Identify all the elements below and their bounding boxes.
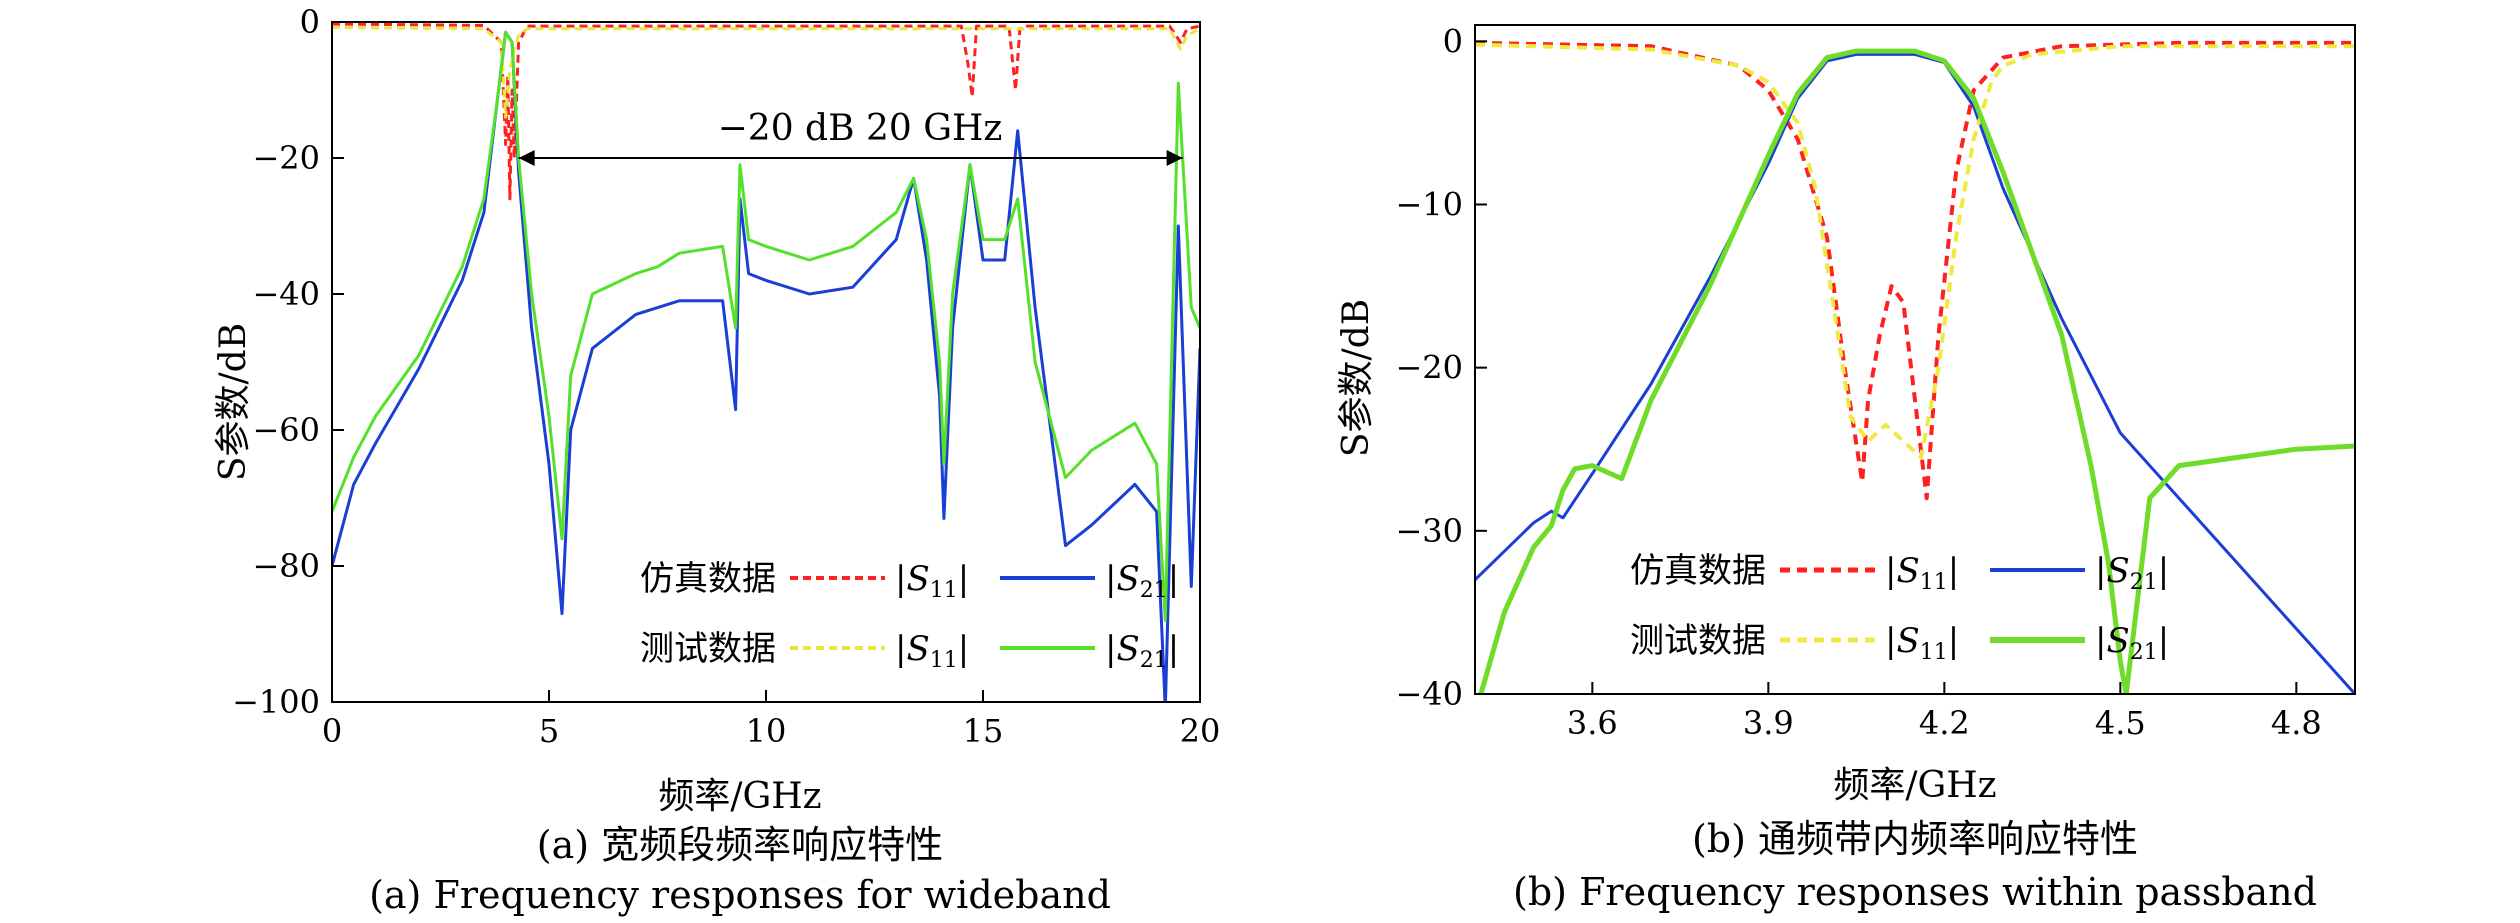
y-axis-label: S参数/dB [213, 323, 254, 481]
x-tick-label: 3.6 [1567, 704, 1618, 742]
y-tick-label: −40 [1395, 675, 1463, 713]
legend: 仿真数据 |S11| |S21| 测试数据 |S11| |S21| [640, 559, 1179, 673]
y-tick-label: 0 [1443, 22, 1463, 60]
series-line-meas-s21 [1478, 48, 2355, 694]
legend-group-label: 仿真数据 [1630, 551, 1766, 591]
y-tick-label: −60 [252, 411, 320, 449]
series-line-sim-s21 [1475, 52, 2355, 694]
x-tick-label: 20 [1180, 712, 1221, 750]
series-line-meas-s21 [332, 30, 1200, 622]
legend-entry-label: |S21| [2095, 621, 2169, 665]
y-axis-label: S参数/dB [1336, 299, 1377, 457]
y-tick-label: −80 [252, 547, 320, 585]
arrow-left-head [518, 150, 535, 166]
x-tick-label: 10 [746, 712, 787, 750]
legend-group-label: 仿真数据 [640, 559, 776, 599]
y-tick-label: −40 [252, 275, 320, 313]
x-tick-label: 4.5 [2095, 704, 2146, 742]
legend-entry-label: |S11| [1885, 621, 1959, 665]
legend-entry-label: |S21| [1105, 629, 1179, 673]
y-tick-label: −20 [252, 139, 320, 177]
legend: 仿真数据 |S11| |S21| 测试数据 |S11| |S21| [1630, 551, 2169, 665]
x-tick-label: 4.8 [2271, 704, 2322, 742]
series-line-meas-s11 [1475, 42, 2355, 460]
x-axis-label: 频率/GHz [1833, 765, 1996, 806]
y-tick-label: −10 [1395, 185, 1463, 223]
series-line-sim-s11 [332, 22, 1200, 201]
series-group [332, 22, 1200, 702]
x-tick-label: 5 [539, 712, 559, 750]
caption-en: (a) Frequency responses for wideband [369, 873, 1111, 917]
caption-en: (b) Frequency responses within passband [1513, 870, 2317, 914]
series-line-sim-s11 [1475, 40, 2355, 501]
chart-b: S参数/dB 频率/GHz (b) 通频带内频率响应特性 (b) Frequen… [1336, 22, 2356, 914]
y-tick-label: −100 [232, 683, 320, 721]
plot-frame [1474, 24, 2356, 695]
legend-entry-label: |S21| [2095, 551, 2169, 595]
x-axis-label: 频率/GHz [658, 776, 821, 817]
legend-entry-label: |S11| [895, 559, 969, 603]
chart-a: S参数/dB 频率/GHz (a) 宽频段频率响应特性 (a) Frequenc… [213, 3, 1220, 917]
legend-group-label: 测试数据 [1630, 621, 1766, 661]
caption-cn: (b) 通频带内频率响应特性 [1692, 817, 2138, 861]
legend-group-label: 测试数据 [640, 629, 776, 669]
arrow-right-head [1166, 150, 1183, 166]
legend-entry-label: |S11| [1885, 551, 1959, 595]
series-line-meas-s11 [332, 25, 1200, 119]
y-tick-label: 0 [300, 3, 320, 41]
x-tick-label: 3.9 [1743, 704, 1794, 742]
caption-cn: (a) 宽频段频率响应特性 [537, 823, 943, 867]
legend-entry-label: |S21| [1105, 559, 1179, 603]
y-tick-label: −30 [1395, 512, 1463, 550]
series-group [1475, 40, 2355, 694]
legend-entry-label: |S11| [895, 629, 969, 673]
y-tick-label: −20 [1395, 349, 1463, 387]
x-tick-label: 15 [963, 712, 1004, 750]
x-tick-label: 0 [322, 712, 342, 750]
x-tick-label: 4.2 [1919, 704, 1970, 742]
annotation-bandwidth: −20 dB 20 GHz [718, 108, 1003, 149]
